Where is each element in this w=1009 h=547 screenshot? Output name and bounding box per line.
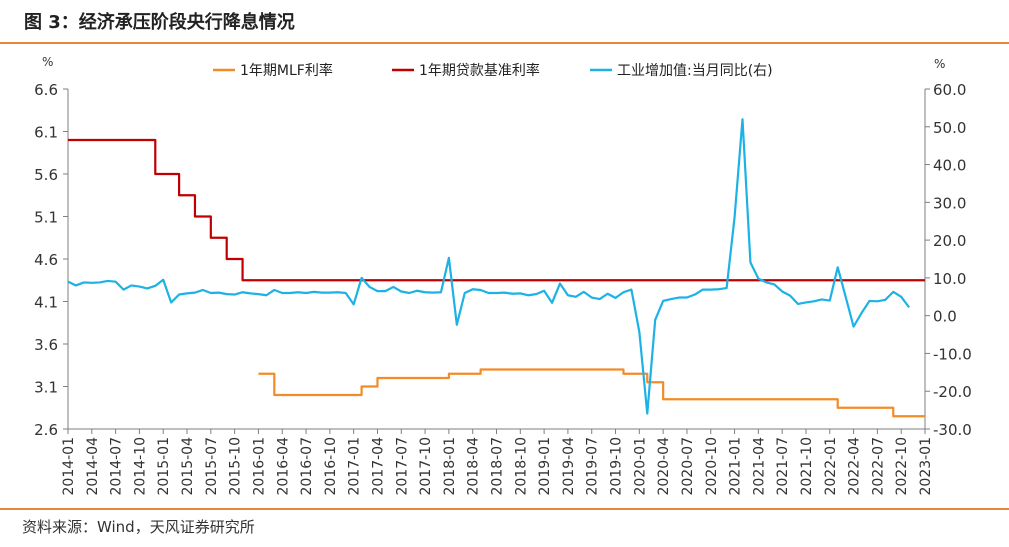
right-y-tick-label: -20.0 (933, 383, 972, 401)
footer-divider (0, 508, 1009, 510)
legend-mlf-label: 1年期MLF利率 (240, 62, 333, 79)
left-y-tick-label: 3.1 (34, 379, 58, 397)
right-y-tick-label: 20.0 (933, 232, 966, 250)
x-tick-label: 2017-07 (394, 437, 410, 496)
x-tick-label: 2018-07 (490, 437, 506, 496)
x-tick-label: 2018-01 (442, 437, 458, 496)
left-y-tick-label: 3.6 (34, 336, 58, 354)
left-y-tick-label: 6.6 (34, 81, 58, 99)
left-y-tick-label: 6.1 (34, 124, 58, 142)
right-y-tick-label: 40.0 (933, 157, 966, 175)
right-y-tick-label: -10.0 (933, 345, 972, 363)
x-tick-label: 2014-01 (61, 437, 77, 496)
x-tick-label: 2020-07 (680, 437, 696, 496)
x-tick-label: 2017-04 (370, 437, 386, 496)
legend-industrial-label: 工业增加值:当月同比(右) (617, 63, 773, 79)
x-tick-label: 2017-10 (418, 437, 434, 496)
left-y-tick-label: 5.1 (34, 209, 58, 227)
x-tick-label: 2019-01 (537, 437, 553, 496)
x-tick-label: 2020-01 (632, 437, 648, 496)
right-y-tick-label: 60.0 (933, 81, 966, 99)
x-tick-label: 2014-10 (132, 437, 148, 496)
x-tick-label: 2021-10 (799, 437, 815, 496)
x-tick-label: 2015-01 (156, 437, 172, 496)
right-y-tick-label: 50.0 (933, 119, 966, 137)
left-axis-unit: % (42, 55, 53, 69)
right-y-tick-label: 10.0 (933, 270, 966, 288)
series-lpr-line (68, 138, 925, 282)
right-y-tick-label: 0.0 (933, 308, 957, 326)
x-tick-label: 2015-07 (204, 437, 220, 496)
series-mlf-line (258, 368, 925, 418)
series-layer (67, 118, 925, 418)
left-y-ticks: 6.6 6.1 5.6 5.1 4.6 4.1 3.6 3.1 2.6 (34, 81, 68, 439)
series-industrial-line (67, 118, 911, 415)
x-tick-label: 2015-10 (228, 437, 244, 496)
x-tick-label: 2022-04 (847, 437, 863, 496)
x-tick-label: 2019-07 (585, 437, 601, 496)
x-tick-label: 2017-01 (347, 437, 363, 496)
x-tick-label: 2018-10 (513, 437, 529, 496)
x-tick-label: 2016-04 (275, 437, 291, 496)
grid-frame (67, 89, 926, 430)
x-tick-label: 2014-07 (109, 437, 125, 496)
x-tick-label: 2016-01 (251, 437, 267, 496)
title-divider (0, 42, 1009, 44)
x-tick-label: 2016-10 (323, 437, 339, 496)
left-y-tick-label: 4.1 (34, 294, 58, 312)
x-ticks: 2014-01 2014-04 2014-07 2014-10 2015-01 2015-… (61, 429, 934, 496)
x-tick-label: 2021-01 (728, 437, 744, 496)
x-tick-label: 2020-10 (704, 437, 720, 496)
left-y-tick-label: 2.6 (34, 421, 58, 439)
right-axis-unit: % (934, 57, 945, 71)
chart: % % 6.6 6.1 5.6 5.1 4.6 4.1 3.6 3.1 2.6 60.0 50.0… (34, 55, 972, 496)
legend-lpr-label: 1年期贷款基准利率 (419, 62, 540, 79)
right-y-tick-label: -30.0 (933, 421, 972, 439)
right-y-tick-label: 30.0 (933, 194, 966, 212)
x-tick-label: 2020-04 (656, 437, 672, 496)
x-tick-label: 2019-10 (609, 437, 625, 496)
x-tick-label: 2022-10 (894, 437, 910, 496)
left-y-tick-label: 4.6 (34, 251, 58, 269)
left-y-tick-label: 5.6 (34, 166, 58, 184)
x-tick-label: 2018-04 (466, 437, 482, 496)
x-tick-label: 2021-04 (751, 437, 767, 496)
x-tick-label: 2019-04 (561, 437, 577, 496)
legend: 1年期MLF利率 1年期贷款基准利率 工业增加值:当月同比(右) (213, 62, 773, 79)
right-y-ticks: 60.0 50.0 40.0 30.0 20.0 10.0 0.0 -10.0 -20.0 -30… (925, 81, 972, 439)
x-tick-label: 2015-04 (180, 437, 196, 496)
source-note: 资料来源：Wind，天风证券研究所 (22, 518, 255, 536)
x-tick-label: 2022-07 (870, 437, 886, 496)
page-title: 图 3：经济承压阶段央行降息情况 (24, 12, 295, 33)
x-tick-label: 2022-01 (823, 437, 839, 496)
x-tick-label: 2021-07 (775, 437, 791, 496)
x-tick-label: 2014-04 (85, 437, 101, 496)
x-tick-label: 2016-07 (299, 437, 315, 496)
x-tick-label: 2023-01 (918, 437, 934, 496)
